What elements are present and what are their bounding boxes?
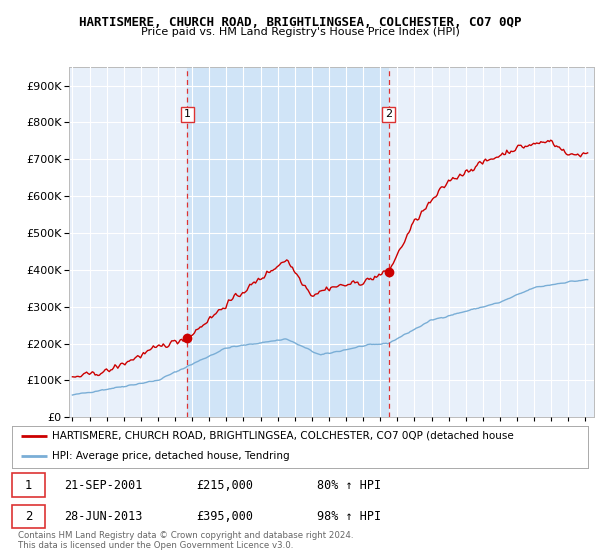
Text: Price paid vs. HM Land Registry's House Price Index (HPI): Price paid vs. HM Land Registry's House … [140,27,460,37]
Text: Contains HM Land Registry data © Crown copyright and database right 2024.
This d: Contains HM Land Registry data © Crown c… [18,531,353,550]
Text: 2: 2 [385,109,392,119]
FancyBboxPatch shape [12,473,46,497]
Text: HARTISMERE, CHURCH ROAD, BRIGHTLINGSEA, COLCHESTER, CO7 0QP (detached house: HARTISMERE, CHURCH ROAD, BRIGHTLINGSEA, … [52,431,514,441]
Text: 21-SEP-2001: 21-SEP-2001 [64,479,142,492]
Text: £395,000: £395,000 [196,510,253,523]
Text: 1: 1 [25,479,32,492]
Text: HPI: Average price, detached house, Tendring: HPI: Average price, detached house, Tend… [52,451,290,461]
Bar [187,67,389,417]
Text: 2: 2 [25,510,32,523]
Text: 1: 1 [184,109,191,119]
Text: 28-JUN-2013: 28-JUN-2013 [64,510,142,523]
FancyBboxPatch shape [12,505,46,528]
Text: £215,000: £215,000 [196,479,253,492]
Text: 80% ↑ HPI: 80% ↑ HPI [317,479,382,492]
Text: 98% ↑ HPI: 98% ↑ HPI [317,510,382,523]
Text: HARTISMERE, CHURCH ROAD, BRIGHTLINGSEA, COLCHESTER, CO7 0QP: HARTISMERE, CHURCH ROAD, BRIGHTLINGSEA, … [79,16,521,29]
